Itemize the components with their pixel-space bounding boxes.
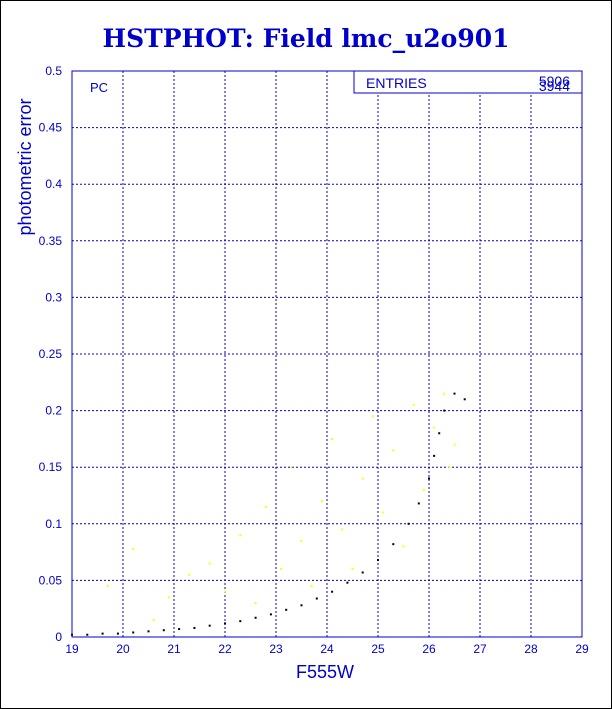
scatter-point	[361, 477, 364, 480]
x-tick-label: 26	[422, 642, 436, 656]
scatter-point	[341, 528, 344, 531]
scatter-point	[310, 585, 313, 588]
y-axis-label: photometric error	[15, 98, 35, 235]
y-tick-label: 0.5	[45, 64, 62, 78]
scatter-point	[361, 571, 364, 574]
x-tick-label: 22	[218, 642, 232, 656]
scatter-point	[438, 432, 441, 435]
y-tick-label: 0	[55, 630, 62, 644]
x-tick-label: 28	[524, 642, 538, 656]
y-tick-label: 0.15	[39, 460, 63, 474]
scatter-point	[86, 633, 89, 636]
stats-entries-value-1: 5906	[539, 73, 570, 89]
x-tick-label: 29	[575, 642, 589, 656]
y-tick-label: 0.1	[45, 517, 62, 531]
scatter-point	[264, 505, 267, 508]
scatter-point	[428, 477, 430, 480]
data-points	[71, 392, 466, 636]
scatter-point	[402, 545, 405, 548]
grid-lines	[72, 71, 582, 637]
scatter-point	[106, 585, 109, 588]
scatter-point	[280, 568, 283, 571]
scatter-point	[290, 466, 293, 469]
scatter-point	[371, 415, 374, 418]
scatter-point	[132, 547, 135, 550]
scatter-point	[116, 632, 119, 635]
x-tick-label: 24	[320, 642, 334, 656]
scatter-point	[412, 403, 415, 406]
scatter-point	[188, 573, 191, 576]
x-tick-label: 20	[116, 642, 130, 656]
scatter-point	[224, 622, 226, 625]
scatter-point	[320, 500, 323, 503]
scatter-point	[193, 626, 196, 629]
y-tick-label: 0.3	[45, 290, 62, 304]
panel-label: PC	[90, 80, 108, 95]
scatter-point	[463, 398, 466, 401]
scatter-point	[346, 581, 349, 584]
scatter-point	[147, 630, 150, 633]
scatter-point	[351, 568, 354, 571]
x-tick-label: 23	[269, 642, 283, 656]
stats-box-frame	[353, 70, 583, 94]
x-tick-label: 25	[371, 642, 385, 656]
scatter-point	[453, 392, 456, 395]
scatter-point	[208, 562, 211, 565]
scatter-point	[285, 608, 288, 611]
scatter-point	[208, 624, 211, 627]
scatter-point	[417, 502, 420, 505]
chart-title: HSTPHOT: Field lmc_u2o901	[102, 24, 509, 53]
scatter-point	[269, 613, 272, 616]
scatter-point	[433, 426, 436, 429]
scatter-point	[167, 596, 170, 599]
scatter-point	[254, 602, 257, 605]
scatter-point	[300, 539, 303, 542]
scatter-point	[407, 522, 410, 525]
scatter-point	[254, 616, 257, 619]
y-tick-label: 0.2	[45, 404, 62, 418]
scatter-point	[392, 449, 395, 452]
x-axis-label: F555W	[296, 662, 354, 682]
x-tick-label: 19	[65, 642, 79, 656]
y-tick-label: 0.4	[45, 177, 62, 191]
y-tick-label: 0.35	[39, 234, 63, 248]
scatter-point	[101, 632, 104, 635]
y-tick-label: 0.25	[39, 347, 63, 361]
y-tick-label: 0.05	[39, 573, 63, 587]
stats-entries-value-2: 3944	[539, 78, 570, 94]
x-tick-label: 27	[473, 642, 487, 656]
x-tick-label: 21	[167, 642, 181, 656]
scatter-point	[443, 409, 446, 412]
scatter-point	[448, 466, 451, 469]
scatter-point	[377, 559, 379, 562]
scatter-point	[224, 590, 226, 593]
scatter-point	[422, 488, 425, 491]
scatter-point	[300, 604, 303, 607]
x-tick-labels: 19 20 21 22 23 24 25 26 27 28 29	[65, 642, 589, 656]
scatter-point	[178, 628, 181, 631]
scatter-point	[382, 511, 385, 514]
plot-border	[71, 70, 583, 638]
scatter-point	[392, 543, 395, 546]
y-tick-label: 0.45	[39, 121, 63, 135]
scatter-point	[331, 590, 334, 593]
scatter-point	[239, 620, 242, 623]
scatter-point	[443, 392, 446, 395]
scatter-point	[331, 437, 334, 440]
scatter-point	[433, 454, 436, 457]
scatter-point	[453, 443, 456, 446]
scatter-point	[162, 629, 165, 632]
scatter-point	[239, 534, 242, 537]
y-tick-labels: 0 0.05 0.1 0.15 0.2 0.25 0.3 0.35 0.4 0.45 0.5	[39, 64, 63, 644]
scatter-point	[315, 597, 318, 600]
scatter-point	[152, 619, 155, 622]
stats-entries-label: ENTRIES	[366, 75, 427, 91]
stats-box: ENTRIES 5906 3944	[353, 70, 583, 94]
scatter-point	[132, 631, 135, 634]
